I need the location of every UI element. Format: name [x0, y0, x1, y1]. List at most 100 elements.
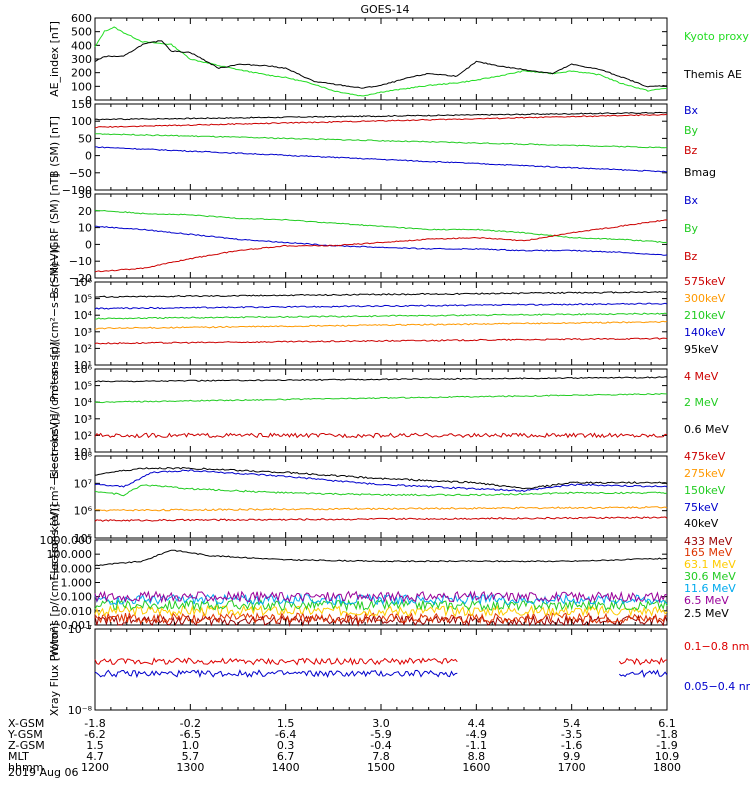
y-tick-label: 30	[78, 188, 92, 201]
series-line-bx	[94, 225, 668, 256]
ephemeris-value: -1.8	[656, 728, 677, 741]
panel-frame	[94, 281, 668, 366]
ephemeris-value: 5.7	[182, 750, 200, 763]
ephemeris-value: 1200	[81, 761, 109, 774]
y-tick-label: 100	[71, 115, 92, 128]
legend-label: Kyoto proxy AE	[684, 30, 750, 43]
ephemeris-value: 7.8	[372, 750, 390, 763]
series-line-575kev	[94, 337, 668, 345]
ephemeris-value: 4.4	[468, 717, 486, 730]
legend-label: Themis AE	[683, 68, 742, 81]
ephemeris-value: 8.8	[468, 750, 486, 763]
y-tick-label: 300	[71, 53, 92, 66]
y-tick-label: 10⁶	[74, 276, 93, 289]
ephemeris-value: 9.9	[563, 750, 581, 763]
y-tick-label: −10	[69, 255, 92, 268]
ephemeris-value: -1.8	[84, 717, 105, 730]
ephemeris-value: -6.4	[275, 728, 296, 741]
series-line-210kev	[95, 312, 668, 320]
ephemeris-value: 1500	[367, 761, 395, 774]
y-tick-label: 10¹	[74, 446, 92, 459]
series-line-bmag	[94, 111, 668, 121]
series-line-75kev	[94, 469, 668, 492]
legend-label: Bz	[684, 144, 698, 157]
y-tick-label: 1000.000	[40, 534, 93, 547]
series-line-0-1-0-8-nm	[94, 656, 668, 666]
series-line-2-mev	[94, 392, 667, 404]
ephemeris-table: X-GSMY-GSMZ-GSMMLThhmm-1.8-6.21.54.71200…	[7, 717, 681, 774]
legend-label: 0.05−0.4 nm	[684, 680, 750, 693]
ephemeris-value: -6.2	[84, 728, 105, 741]
ephemeris-value: 1800	[653, 761, 681, 774]
legend-label: 275keV	[684, 467, 726, 480]
ephemeris-value: -1.9	[656, 739, 677, 752]
series-line-bz	[94, 219, 668, 273]
y-axis-label: Xray Flux [W/m²]	[48, 623, 61, 716]
y-tick-label: 0	[85, 238, 92, 251]
y-tick-label: 10⁵	[74, 532, 92, 545]
legend-label: 433 MeV	[684, 535, 733, 548]
legend-label: 40keV	[684, 517, 719, 530]
legend-label: 0.6 MeV	[684, 423, 729, 436]
ephemeris-value: 1.0	[182, 739, 200, 752]
panel-frame	[94, 193, 668, 279]
series-line-6-5-mev	[94, 590, 668, 604]
legend-label: 210keV	[684, 309, 726, 322]
series-line-30-6-mev	[94, 598, 668, 612]
panel-frame	[94, 17, 668, 101]
y-tick-label: 10	[78, 222, 92, 235]
y-tick-label: 10⁻⁷	[68, 623, 92, 636]
y-tick-label: 100.000	[47, 548, 93, 561]
panel-frame	[94, 628, 668, 711]
y-tick-label: 10⁵	[74, 380, 92, 393]
legend-label: 140keV	[684, 326, 726, 339]
legend-label: 11.6 MeV	[684, 582, 736, 595]
legend-label: Bx	[684, 194, 699, 207]
y-tick-label: 50	[78, 132, 92, 145]
y-tick-label: 10⁴	[74, 309, 93, 322]
y-tick-label: 1.000	[61, 577, 93, 590]
legend-label: 63.1 MeV	[684, 558, 736, 571]
legend-label: 95keV	[684, 343, 719, 356]
series-line-2-5-mev	[94, 549, 668, 567]
legend-label: Bmag	[684, 166, 716, 179]
y-tick-label: 10²	[74, 342, 92, 355]
ephemeris-value: -4.9	[466, 728, 487, 741]
panel-frame	[94, 368, 668, 453]
y-tick-label: 10¹	[74, 359, 92, 372]
y-tick-label: 500	[71, 26, 92, 39]
ephemeris-value: 0.3	[277, 739, 295, 752]
series-line-bz	[94, 113, 668, 129]
y-tick-label: 10⁶	[74, 363, 93, 376]
legend-label: 75keV	[684, 501, 719, 514]
y-tick-label: 600	[71, 12, 92, 25]
ephemeris-value: -1.1	[466, 739, 487, 752]
ephemeris-value: 1400	[272, 761, 300, 774]
series-line-4-mev	[94, 432, 668, 439]
ephemeris-value: 4.7	[86, 750, 104, 763]
y-tick-label: 10³	[74, 326, 92, 339]
y-tick-label: 0.001	[61, 619, 93, 632]
y-axis-label: Protons [p/(cm²−s−sr−keV)]	[48, 245, 61, 403]
y-tick-label: 10⁷	[74, 477, 92, 490]
legend-label: 2 MeV	[684, 396, 719, 409]
series-line-themis-ae	[94, 40, 668, 89]
y-tick-label: 10⁸	[74, 450, 93, 463]
ephemeris-value: 10.9	[655, 750, 680, 763]
y-tick-label: 0.100	[61, 591, 93, 604]
series-line-by	[94, 209, 668, 244]
ephemeris-row-label: hhmm	[8, 761, 43, 774]
panel-5: 10¹ 10² 10³ 10⁴ 10⁵ 10⁶ Electrons [e/(cm²−s−sr…	[48, 342, 729, 480]
ephemeris-value: -0.4	[370, 739, 391, 752]
series-line-0-05-0-4-nm	[94, 669, 668, 679]
y-tick-label: −100	[62, 184, 92, 197]
panel-4: 10¹ 10² 10³ 10⁴ 10⁵ 10⁶ Protons [p/(cm²−s−sr−k…	[48, 245, 726, 403]
ephemeris-value: 5.4	[563, 717, 581, 730]
legend-label: By	[684, 222, 699, 235]
y-tick-label: 10⁻⁸	[68, 704, 93, 717]
y-axis-label: Protons [p/(cm²−s−sr−keV)]	[48, 504, 61, 662]
y-tick-label: 150	[71, 98, 92, 111]
series-line-by	[95, 133, 668, 149]
